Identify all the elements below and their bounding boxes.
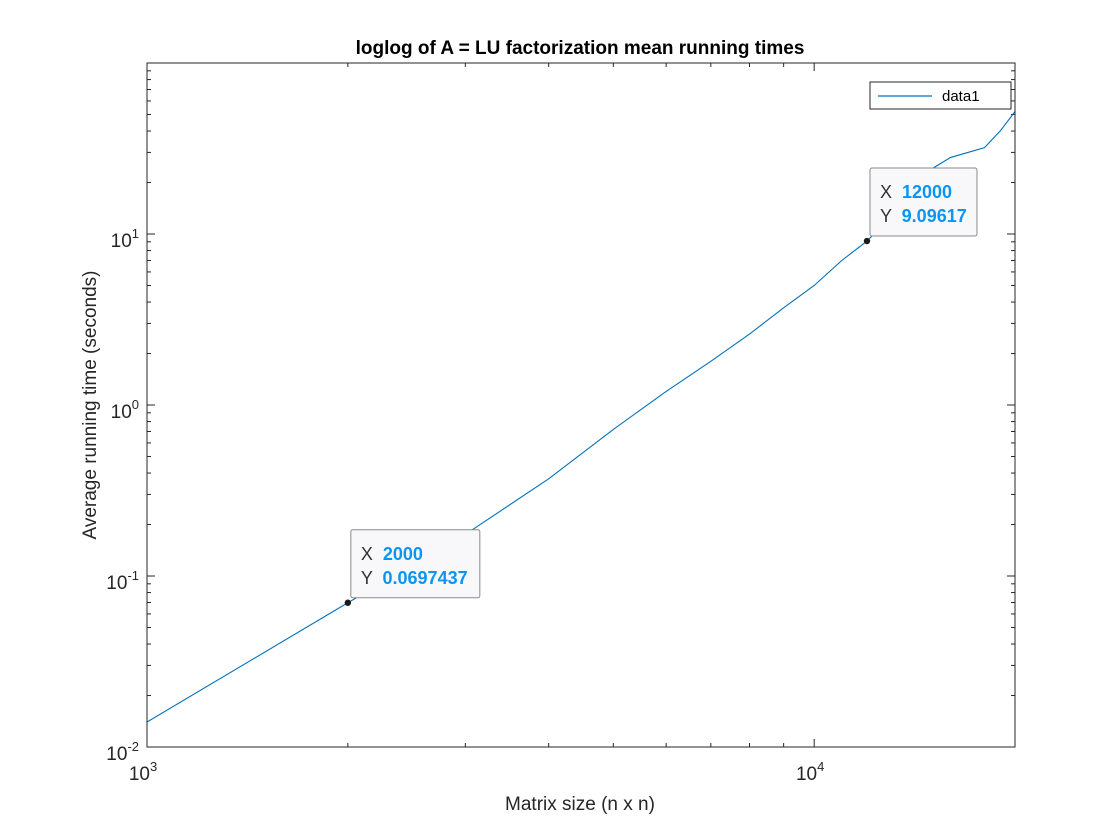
y-tick-label-exponent: -1 — [127, 568, 139, 583]
y-tick-label-base: 10 — [106, 744, 127, 765]
datatip-marker[interactable] — [344, 599, 352, 606]
chart-title: loglog of A = LU factorization mean runn… — [356, 38, 805, 59]
y-tick-label-base: 10 — [111, 402, 132, 423]
y-tick-label: 101 — [111, 226, 139, 252]
series-line-data1[interactable] — [147, 111, 1015, 723]
datatip-y-value: 0.0697437 — [383, 568, 468, 588]
datatip-y-key: Y — [361, 568, 378, 588]
y-tick-label-exponent: 1 — [132, 226, 139, 241]
datatip-x-key: X — [880, 182, 897, 202]
plot-frame — [146, 62, 1016, 748]
y-tick-label-exponent: -2 — [127, 739, 139, 754]
y-tick-label: 10-2 — [106, 739, 139, 765]
datatip-box — [350, 529, 481, 599]
x-tick-label: 103 — [129, 759, 157, 785]
x-tick-label-base: 10 — [129, 764, 150, 785]
datatip-marker[interactable] — [863, 237, 871, 245]
datatip-x-line: X 12000 — [880, 182, 952, 202]
y-tick-label-exponent: 0 — [132, 397, 139, 412]
datatip-x-value: 12000 — [902, 182, 952, 202]
datatip-y-value: 9.09617 — [902, 206, 967, 226]
x-tick-label-exponent: 4 — [817, 759, 824, 774]
legend-label: data1 — [942, 88, 980, 105]
y-tick-label-base: 10 — [106, 573, 127, 594]
x-tick-label-base: 10 — [796, 764, 817, 785]
x-axis-label: Matrix size (n x n) — [505, 794, 655, 815]
legend[interactable]: data1 — [869, 81, 1012, 110]
x-tick-label-exponent: 3 — [150, 759, 157, 774]
y-tick-label-base: 10 — [111, 231, 132, 252]
series-layer — [147, 111, 1015, 723]
y-tick-label: 100 — [111, 397, 139, 423]
datatip-y-key: Y — [880, 206, 897, 226]
y-axis-label: Average running time (seconds) — [80, 271, 101, 540]
y-tick-label: 10-1 — [106, 568, 139, 594]
datatip-y-line: Y 0.0697437 — [361, 568, 468, 588]
datatip-x-value: 2000 — [383, 544, 423, 564]
datatip-x-key: X — [361, 544, 378, 564]
datatip-y-line: Y 9.09617 — [880, 206, 967, 226]
x-tick-label: 104 — [796, 759, 824, 785]
datatip-box — [869, 167, 978, 237]
datatip-x-line: X 2000 — [361, 544, 423, 564]
